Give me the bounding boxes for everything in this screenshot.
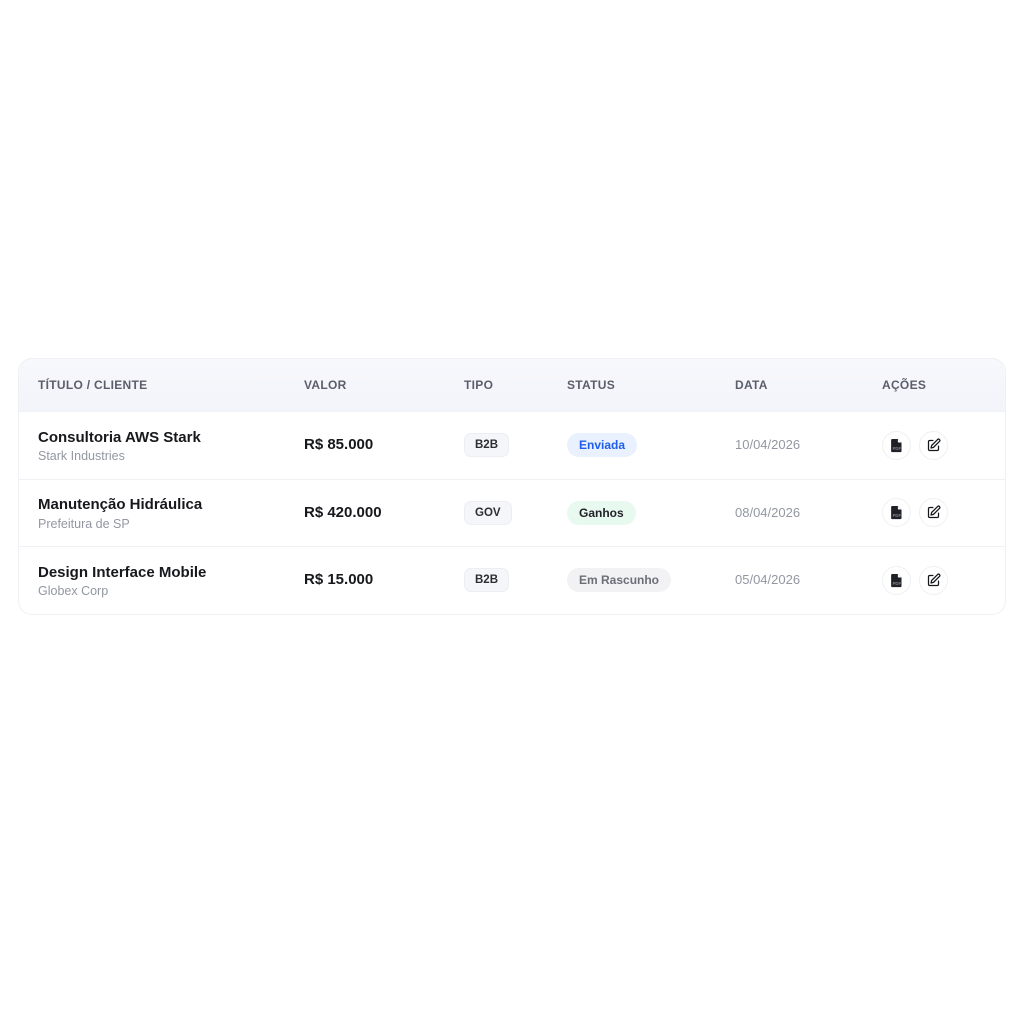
- svg-text:PDF: PDF: [893, 513, 902, 518]
- svg-text:PDF: PDF: [893, 581, 902, 586]
- svg-text:PDF: PDF: [893, 446, 902, 451]
